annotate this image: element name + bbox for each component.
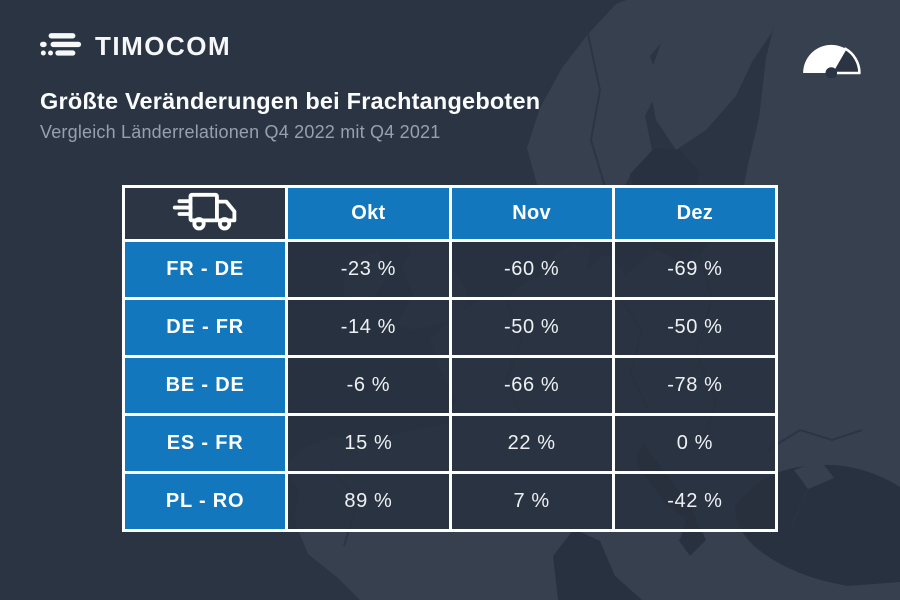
column-header-okt: Okt <box>285 185 452 242</box>
value-cell: -6 % <box>285 355 452 416</box>
table-row: DE - FR -14 % -50 % -50 % <box>121 297 779 358</box>
table-row: ES - FR 15 % 22 % 0 % <box>121 413 779 474</box>
column-header-nov: Nov <box>448 185 615 242</box>
freight-change-table: Okt Nov Dez FR - DE -23 % -60 % -69 % DE… <box>121 185 779 532</box>
value-cell: -78 % <box>611 355 779 416</box>
value-cell: 89 % <box>285 471 452 532</box>
table-row: BE - DE -6 % -66 % -78 % <box>121 355 779 416</box>
value-cell: -60 % <box>448 239 615 300</box>
table-row: FR - DE -23 % -60 % -69 % <box>121 239 779 300</box>
value-cell: -42 % <box>611 471 779 532</box>
table-row: PL - RO 89 % 7 % -42 % <box>121 471 779 532</box>
relation-label: PL - RO <box>121 471 289 532</box>
page-subtitle: Vergleich Länderrelationen Q4 2022 mit Q… <box>40 122 441 142</box>
truck-icon <box>169 188 241 234</box>
relation-label: FR - DE <box>121 239 289 300</box>
value-cell: -66 % <box>448 355 615 416</box>
value-cell: 15 % <box>285 413 452 474</box>
relation-label: BE - DE <box>121 355 289 416</box>
column-header-dez: Dez <box>611 185 779 242</box>
table-header-row: Okt Nov Dez <box>121 185 779 242</box>
value-cell: -50 % <box>448 297 615 358</box>
relation-label: ES - FR <box>121 413 289 474</box>
value-cell: 7 % <box>448 471 615 532</box>
value-cell: -50 % <box>611 297 779 358</box>
page-title: Größte Veränderungen bei Frachtangeboten <box>40 88 541 114</box>
brand-logo: TIMOCOM <box>40 31 231 62</box>
table-corner-cell <box>121 185 289 242</box>
brand-name: TIMOCOM <box>95 31 232 61</box>
value-cell: -14 % <box>285 297 452 358</box>
value-cell: -69 % <box>611 239 779 300</box>
relation-label: DE - FR <box>121 297 289 358</box>
value-cell: -23 % <box>285 239 452 300</box>
timocom-logo-icon <box>40 32 84 61</box>
value-cell: 0 % <box>611 413 779 474</box>
value-cell: 22 % <box>448 413 615 474</box>
speedometer-gauge-icon <box>798 36 862 79</box>
